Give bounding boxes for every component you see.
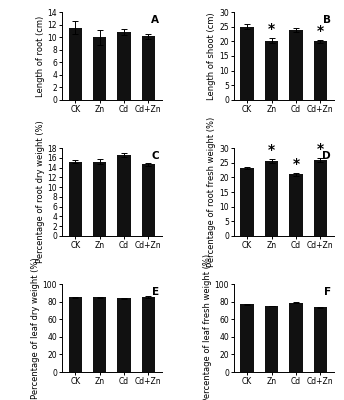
Y-axis label: Percentage of root fresh weight (%): Percentage of root fresh weight (%) [207,117,216,267]
Text: *: * [317,142,324,156]
Bar [68,162,82,236]
Bar [68,28,82,100]
Bar [314,308,327,372]
Text: F: F [324,287,331,297]
Bar [265,161,278,236]
Bar [314,160,327,236]
Bar [240,304,254,372]
Bar [314,41,327,100]
Text: *: * [292,157,300,171]
Bar [117,156,131,236]
Bar [289,303,303,372]
Bar [142,164,155,236]
Bar [93,162,106,236]
Bar [142,36,155,100]
Text: *: * [268,143,275,157]
Bar [117,32,131,100]
Bar [93,297,106,372]
Text: C: C [151,151,159,161]
Bar [289,174,303,236]
Y-axis label: Length of shoot (cm): Length of shoot (cm) [207,12,216,100]
Text: E: E [152,287,159,297]
Text: A: A [151,15,159,25]
Bar [68,297,82,372]
Bar [142,297,155,372]
Text: D: D [322,151,331,161]
Bar [240,168,254,236]
Bar [117,298,131,372]
Bar [265,41,278,100]
Y-axis label: Length of root (cm): Length of root (cm) [36,15,45,96]
Text: *: * [317,24,324,38]
Bar [265,306,278,372]
Y-axis label: Percentage of leaf dry weight (%): Percentage of leaf dry weight (%) [31,257,40,399]
Bar [240,27,254,100]
Y-axis label: Percentage of leaf fresh weight (%): Percentage of leaf fresh weight (%) [203,254,212,400]
Text: *: * [268,22,275,36]
Text: B: B [323,15,331,25]
Y-axis label: Percentage of root dry weight (%): Percentage of root dry weight (%) [36,121,45,263]
Bar [93,37,106,100]
Bar [289,30,303,100]
